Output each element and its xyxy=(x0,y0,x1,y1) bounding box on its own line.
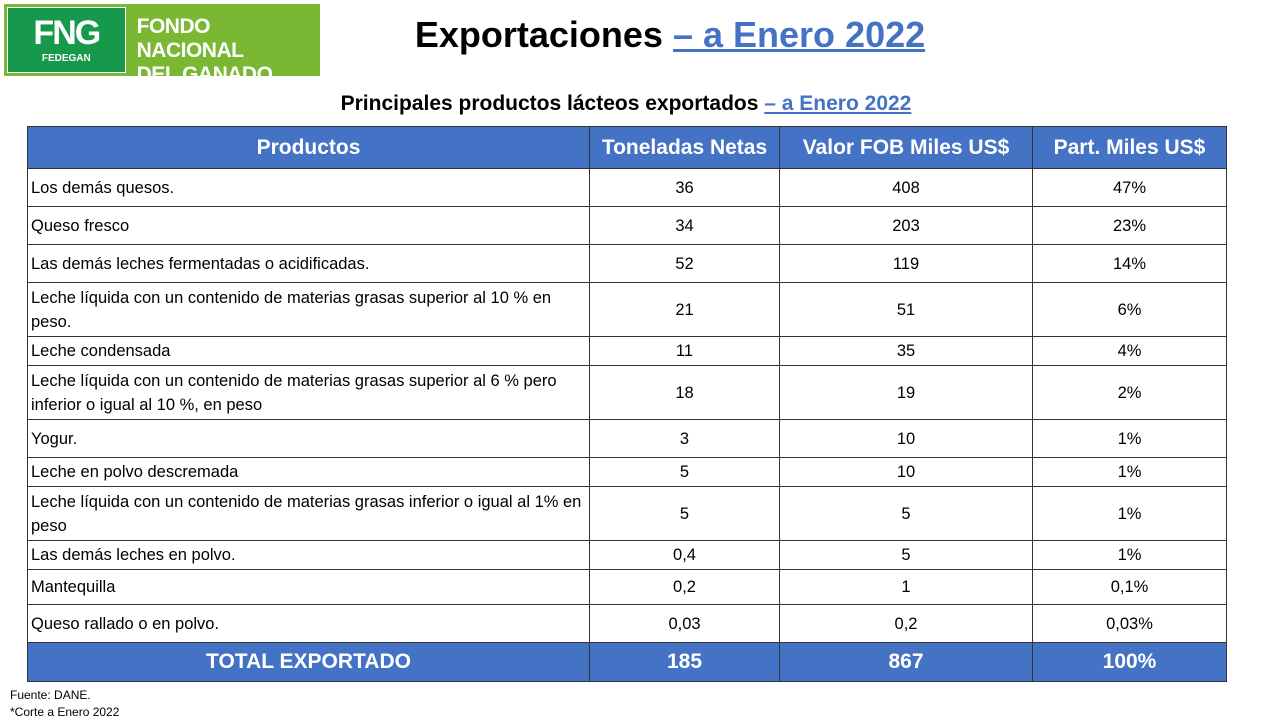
cell-number: 408 xyxy=(779,168,1033,207)
note: Fuente: DANE. xyxy=(10,688,91,702)
cell-number: 0,03 xyxy=(589,604,780,643)
cell-number: 0,2 xyxy=(779,604,1033,643)
data-row: Los demás quesos. 36 408 47% xyxy=(27,168,1227,207)
table: Productos Toneladas Netas Valor FOB Miles … xyxy=(27,126,1227,682)
subtitle-main: Principales productos lácteos exportados xyxy=(340,92,759,115)
data-row: Mantequilla 0,2 1 0,1% xyxy=(27,569,1227,605)
cell-product: Las demás leches en polvo. xyxy=(27,540,590,570)
cell-number: 1% xyxy=(1032,540,1227,570)
cell-product: Leche líquida con un contenido de materi… xyxy=(27,486,590,541)
cell-number: 23% xyxy=(1032,206,1227,245)
cell-number: Part. Miles US$ xyxy=(1032,126,1227,169)
cell-number: 1% xyxy=(1032,457,1227,487)
total-row: TOTAL EXPORTADO 185 867 100% xyxy=(27,642,1227,682)
title-date: – a Enero 2022 xyxy=(672,14,926,55)
cell-number: 0,4 xyxy=(589,540,780,570)
cell-number: 21 xyxy=(589,282,780,337)
cell-product: Los demás quesos. xyxy=(27,168,590,207)
title: Exportaciones – a Enero 2022 xyxy=(330,14,1010,56)
data-row: Leche en polvo descremada 5 10 1% xyxy=(27,457,1227,487)
cell-number: 185 xyxy=(589,642,780,682)
cell-number: 34 xyxy=(589,206,780,245)
logo: FNG FEDEGAN FONDO NACIONAL DEL GANADO xyxy=(4,4,320,86)
cell-product: Queso rallado o en polvo. xyxy=(27,604,590,643)
logo-line: FONDO NACIONAL xyxy=(136,15,244,62)
title-main: Exportaciones xyxy=(414,14,663,55)
cell-number: 4% xyxy=(1032,336,1227,366)
cell-number: 11 xyxy=(589,336,780,366)
cell-number: Valor FOB Miles US$ xyxy=(779,126,1033,169)
data-row: Yogur. 3 10 1% xyxy=(27,419,1227,458)
cell-product: Yogur. xyxy=(27,419,590,458)
logo-sub: FEDEGAN xyxy=(41,53,91,64)
cell-number: 203 xyxy=(779,206,1033,245)
cell-number: 3 xyxy=(589,419,780,458)
logo-mark: FNG xyxy=(33,14,101,52)
subtitle-date: – a Enero 2022 xyxy=(764,92,912,115)
data-row: Leche líquida con un contenido de materi… xyxy=(27,282,1227,337)
cell-product: TOTAL EXPORTADO xyxy=(27,642,590,682)
cell-number: 1 xyxy=(779,569,1033,605)
logo-mark-box: FNG FEDEGAN xyxy=(7,7,126,73)
cell-number: Toneladas Netas xyxy=(589,126,780,169)
logo-line: DEL GANADO xyxy=(136,63,273,86)
cell-number: 5 xyxy=(589,457,780,487)
data-row: Las demás leches en polvo. 0,4 5 1% xyxy=(27,540,1227,570)
cell-product: Productos xyxy=(27,126,590,169)
cell-number: 10 xyxy=(779,457,1033,487)
subtitle: Principales productos lácteos exportados… xyxy=(27,92,1225,116)
cell-number: 19 xyxy=(779,365,1033,420)
cell-number: 0,1% xyxy=(1032,569,1227,605)
data-row: Leche líquida con un contenido de materi… xyxy=(27,365,1227,420)
cell-product: Leche líquida con un contenido de materi… xyxy=(27,282,590,337)
cell-number: 10 xyxy=(779,419,1033,458)
data-row: Las demás leches fermentadas o acidifica… xyxy=(27,244,1227,283)
cell-product: Leche condensada xyxy=(27,336,590,366)
data-row: Queso fresco 34 203 23% xyxy=(27,206,1227,245)
data-row: Queso rallado o en polvo. 0,03 0,2 0,03% xyxy=(27,604,1227,643)
cell-number: 0,03% xyxy=(1032,604,1227,643)
cell-number: 2% xyxy=(1032,365,1227,420)
cell-number: 100% xyxy=(1032,642,1227,682)
cell-product: Mantequilla xyxy=(27,569,590,605)
cell-product: Las demás leches fermentadas o acidifica… xyxy=(27,244,590,283)
data-row: Leche líquida con un contenido de materi… xyxy=(27,486,1227,541)
cell-number: 47% xyxy=(1032,168,1227,207)
cell-number: 0,2 xyxy=(589,569,780,605)
cell-number: 5 xyxy=(589,486,780,541)
cell-number: 18 xyxy=(589,365,780,420)
cell-number: 51 xyxy=(779,282,1033,337)
notes: Fuente: DANE. *Corte a Enero 2022 xyxy=(10,687,119,720)
cell-product: Queso fresco xyxy=(27,206,590,245)
cell-number: 1% xyxy=(1032,486,1227,541)
note: *Corte a Enero 2022 xyxy=(10,705,120,719)
cell-number: 52 xyxy=(589,244,780,283)
cell-number: 6% xyxy=(1032,282,1227,337)
cell-number: 867 xyxy=(779,642,1033,682)
cell-product: Leche en polvo descremada xyxy=(27,457,590,487)
logo-text: FONDO NACIONAL DEL GANADO xyxy=(129,4,320,86)
cell-number: 1% xyxy=(1032,419,1227,458)
cell-number: 35 xyxy=(779,336,1033,366)
data-row: Leche condensada 11 35 4% xyxy=(27,336,1227,366)
cell-number: 14% xyxy=(1032,244,1227,283)
cell-product: Leche líquida con un contenido de materi… xyxy=(27,365,590,420)
cell-number: 5 xyxy=(779,486,1033,541)
cell-number: 5 xyxy=(779,540,1033,570)
cell-number: 119 xyxy=(779,244,1033,283)
cell-number: 36 xyxy=(589,168,780,207)
header-row: Productos Toneladas Netas Valor FOB Miles … xyxy=(27,126,1227,169)
